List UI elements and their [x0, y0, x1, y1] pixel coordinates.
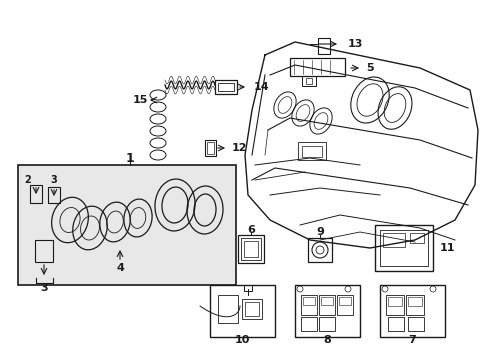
Bar — [244, 302, 259, 316]
Text: 9: 9 — [315, 227, 323, 237]
Bar — [244, 241, 258, 257]
Bar — [241, 238, 261, 260]
Text: 8: 8 — [323, 335, 330, 345]
Bar — [382, 233, 404, 247]
Text: 5: 5 — [365, 63, 373, 73]
Text: 14: 14 — [253, 82, 269, 92]
Bar — [318, 317, 334, 331]
Bar — [18, 165, 236, 285]
Bar — [307, 238, 331, 262]
Bar — [374, 225, 432, 271]
Text: 2: 2 — [24, 175, 31, 185]
Bar — [209, 285, 274, 337]
Bar — [385, 295, 403, 315]
Bar — [302, 146, 321, 157]
Bar — [387, 317, 403, 331]
Bar — [405, 295, 423, 315]
Bar — [409, 233, 423, 243]
Bar — [30, 185, 42, 203]
Bar — [387, 297, 401, 306]
Text: 3: 3 — [40, 283, 48, 293]
Text: 12: 12 — [231, 143, 247, 153]
Text: 6: 6 — [246, 225, 254, 235]
Bar — [302, 76, 315, 86]
Bar — [301, 317, 316, 331]
Bar — [297, 142, 325, 160]
Bar — [379, 230, 427, 266]
Bar — [407, 317, 423, 331]
Text: 11: 11 — [439, 243, 454, 253]
Bar — [303, 297, 314, 305]
Bar — [244, 285, 251, 291]
Bar — [206, 142, 214, 154]
Bar — [218, 83, 234, 91]
Text: 13: 13 — [347, 39, 363, 49]
Bar — [320, 297, 332, 305]
Text: 3: 3 — [51, 175, 57, 185]
Bar — [379, 285, 444, 337]
Text: 15: 15 — [132, 95, 148, 105]
Bar — [318, 295, 334, 315]
Bar — [407, 297, 421, 306]
Bar — [218, 295, 238, 323]
Text: 10: 10 — [234, 335, 249, 345]
Text: 4: 4 — [116, 263, 123, 273]
Bar — [336, 295, 352, 315]
Bar — [294, 285, 359, 337]
Bar — [338, 297, 350, 305]
Bar — [242, 299, 262, 319]
Bar — [317, 38, 329, 54]
Text: 1: 1 — [125, 152, 134, 165]
Bar — [215, 80, 237, 94]
Bar — [238, 235, 264, 263]
Text: 7: 7 — [407, 335, 415, 345]
Bar — [301, 295, 316, 315]
Bar — [204, 140, 216, 156]
Bar — [35, 240, 53, 262]
Bar — [289, 58, 345, 76]
Bar — [48, 187, 60, 203]
Bar — [305, 78, 311, 84]
